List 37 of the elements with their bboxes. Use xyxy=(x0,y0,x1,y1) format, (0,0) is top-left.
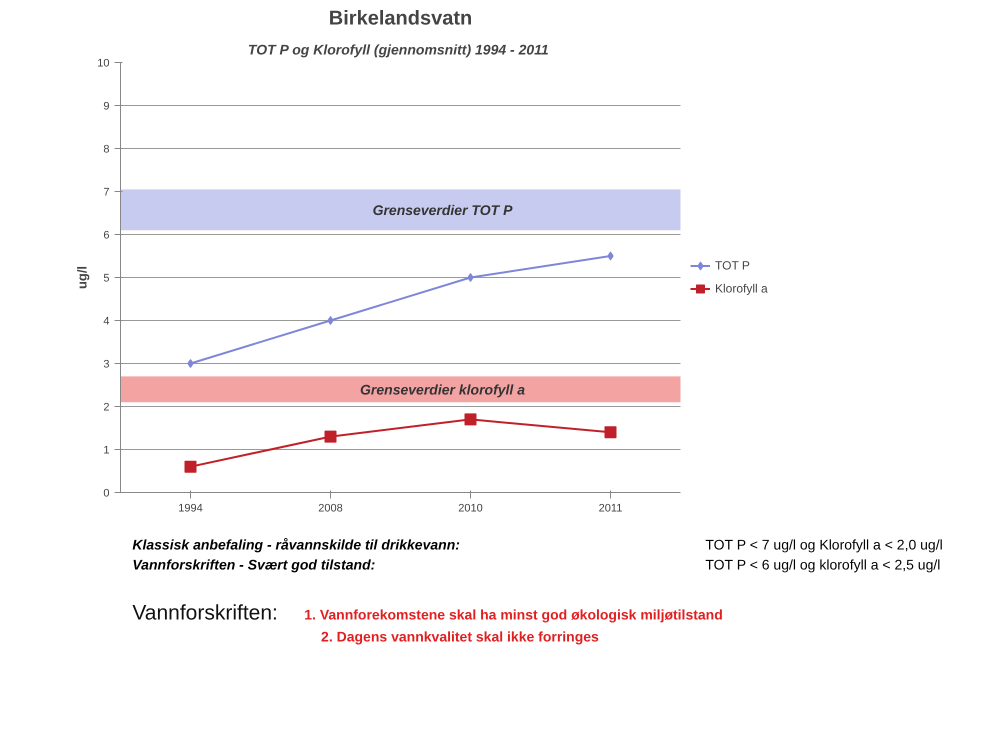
y-tick-label: 6 xyxy=(103,230,110,242)
point xyxy=(324,430,336,443)
y-tick-label: 10 xyxy=(97,58,110,70)
y-tick-label: 2 xyxy=(103,402,110,414)
point xyxy=(604,426,616,438)
point xyxy=(467,273,474,282)
x-tick-label: 1994 xyxy=(178,502,203,514)
x-tick-label: 2010 xyxy=(458,502,483,514)
point xyxy=(187,359,194,368)
y-tick-label: 5 xyxy=(103,272,110,284)
text: 2. Dagens vannkvalitet skal ikke forringes xyxy=(321,628,600,644)
point xyxy=(327,316,334,325)
legend-label: Klorofyll a xyxy=(715,282,768,296)
text: TOT P < 6 ug/l og klorofyll a < 2,5 ug/l xyxy=(705,556,940,572)
y-axis-title: ug/l xyxy=(74,266,90,290)
x-tick-label: 2008 xyxy=(318,502,343,514)
text: Vannforskriften - Svært god tilstand: xyxy=(132,556,376,572)
band-label: Grenseverdier TOT P xyxy=(372,202,514,218)
y-tick-label: 4 xyxy=(103,316,110,328)
y-tick-label: 3 xyxy=(103,358,110,370)
text: Klassisk anbefaling - råvannskilde til drikkevann: xyxy=(132,536,460,552)
y-tick-label: 9 xyxy=(103,100,110,112)
y-tick-label: 0 xyxy=(103,488,110,500)
chart-title: Birkelandsvatn xyxy=(328,8,472,30)
y-tick-label: 7 xyxy=(103,186,110,198)
chart-subtitle: TOT P og Klorofyll (gjennomsnitt) 1994 - 2011 xyxy=(248,42,549,58)
text: 1. Vannforekomstene skal ha minst god økologisk miljøtilstand xyxy=(304,606,723,622)
x-tick-label: 2011 xyxy=(598,502,622,514)
point xyxy=(464,413,476,426)
text: Vannforskriften: xyxy=(132,602,278,624)
text: TOT P < 7 ug/l og Klorofyll a < 2,0 ug/l xyxy=(705,536,943,552)
point xyxy=(184,460,196,473)
legend-label: TOT P xyxy=(715,258,750,272)
band-label: Grenseverdier klorofyll a xyxy=(360,381,526,398)
point xyxy=(607,252,614,260)
y-tick-label: 1 xyxy=(103,444,110,456)
y-tick-label: 8 xyxy=(103,144,110,156)
